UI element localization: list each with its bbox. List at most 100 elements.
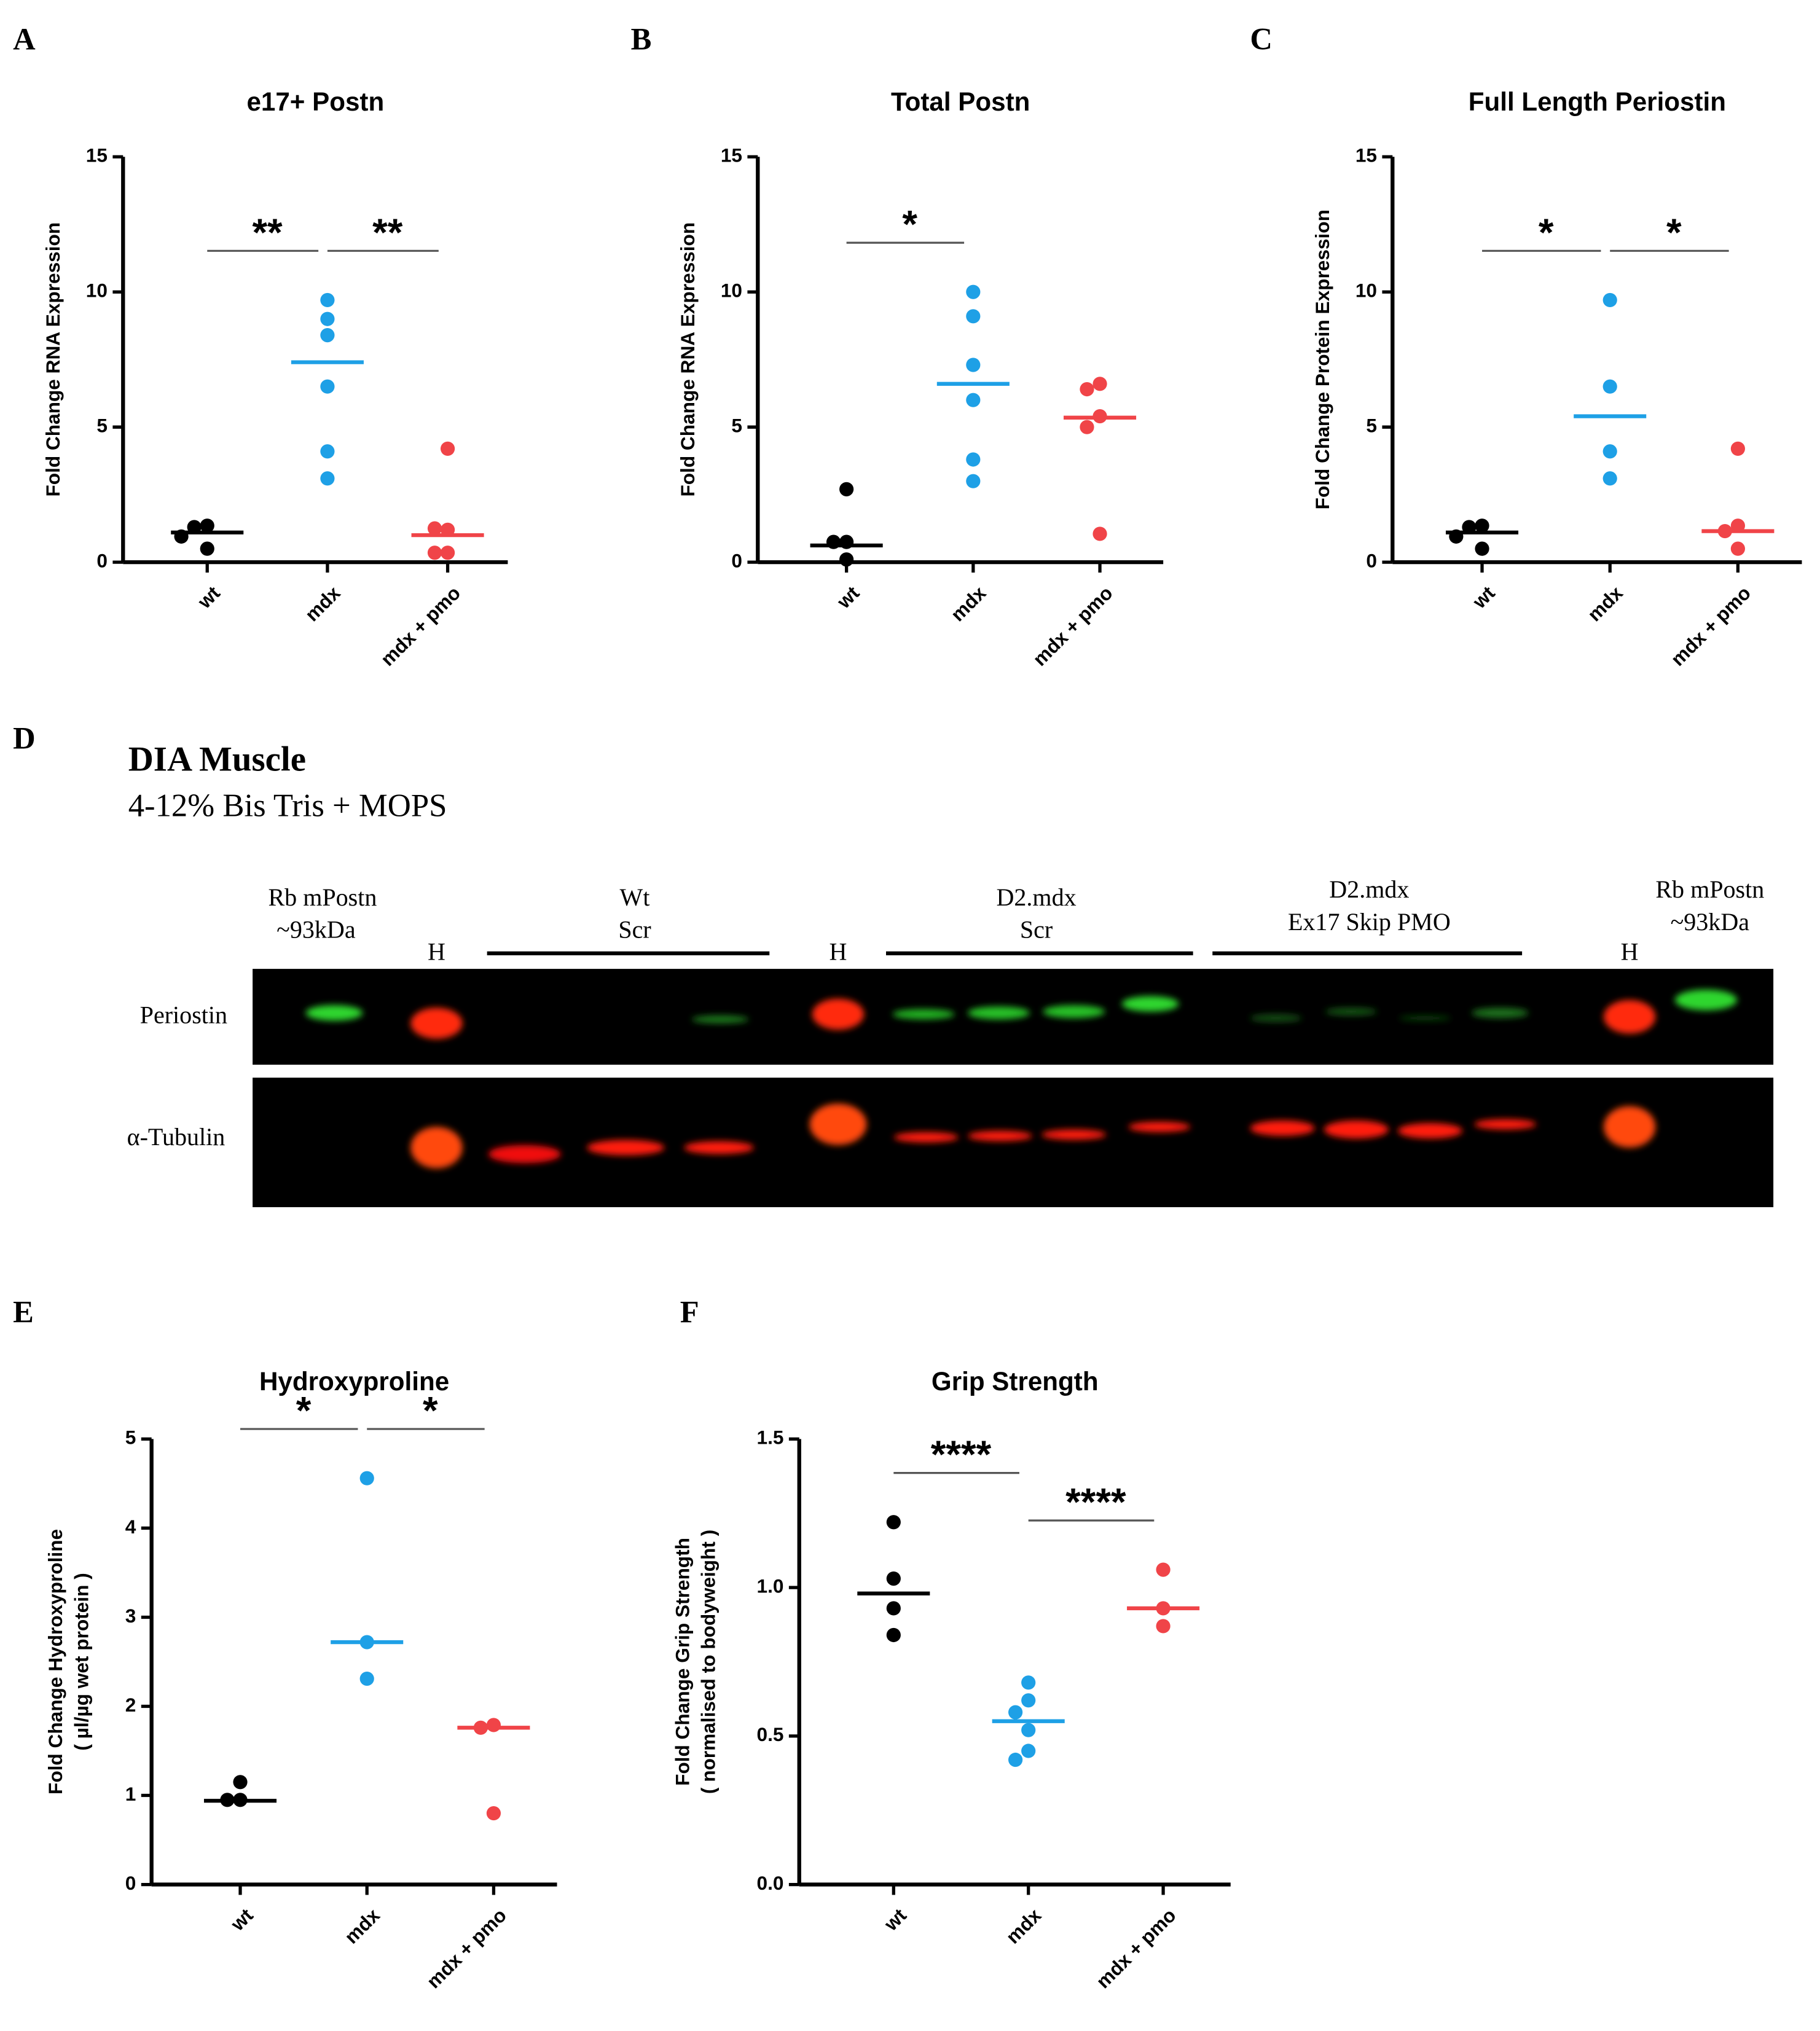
data-point <box>966 393 981 407</box>
lane-label: Wt <box>620 883 650 911</box>
y-tick-label: 15 <box>721 144 742 166</box>
y-axis-label: Fold Change Protein Expression <box>1311 209 1333 509</box>
y-tick-label: 0 <box>125 1872 136 1894</box>
significance-label: * <box>1539 211 1554 254</box>
data-point <box>886 1627 901 1643</box>
panel-letter: E <box>13 1295 34 1329</box>
x-tick-label: wt <box>832 582 863 613</box>
significance-label: **** <box>931 1433 992 1476</box>
x-tick-label: mdx <box>340 1904 385 1948</box>
data-point <box>320 311 335 326</box>
x-tick-label: wt <box>226 1904 257 1935</box>
y-tick-label: 10 <box>86 280 108 302</box>
data-point <box>1021 1675 1036 1690</box>
data-point <box>233 1775 248 1790</box>
data-point <box>886 1515 901 1530</box>
data-point <box>1602 471 1617 486</box>
lane-label: H <box>428 937 445 965</box>
x-tick-label: mdx <box>1583 582 1628 626</box>
data-point <box>1080 420 1094 434</box>
blot-panel: D DIA Muscle 4-12% Bis Tris + MOPS Rb mP… <box>13 721 1774 1208</box>
data-point <box>320 471 335 486</box>
data-point <box>1156 1562 1171 1577</box>
significance-label: ** <box>252 211 283 254</box>
x-tick-label: mdx <box>1002 1904 1046 1948</box>
data-point <box>966 452 981 467</box>
data-point <box>1156 1619 1171 1634</box>
y-axis-label: Fold Change RNA Expression <box>677 222 699 497</box>
data-point <box>966 474 981 488</box>
y-tick-label: 0.5 <box>756 1723 783 1745</box>
y-tick-label: 0 <box>731 549 742 571</box>
data-point <box>359 1471 374 1485</box>
y-tick-label: 1 <box>125 1783 136 1805</box>
lane-label: ~93kDa <box>1671 908 1750 936</box>
significance-label: * <box>902 203 917 246</box>
chart-panel: E Hydroxyproline Fold Change Hydroxyprolin… <box>13 1295 557 1992</box>
data-point <box>1602 292 1617 308</box>
blot-subtitle: 4-12% Bis Tris + MOPS <box>128 788 447 823</box>
y-tick-label: 3 <box>125 1605 136 1627</box>
chart-title: Total Postn <box>891 87 1030 116</box>
panel-letter: F <box>680 1295 699 1329</box>
data-point <box>966 309 981 324</box>
lane-label: Ex17 Skip PMO <box>1288 908 1451 936</box>
chart-panel: B Total Postn Fold Change RNA Expression 0 5… <box>631 22 1164 670</box>
y-tick-label: 10 <box>721 280 742 302</box>
data-point <box>1602 379 1617 394</box>
chart-title: e17+ Postn <box>246 87 384 116</box>
y-tick-label: 1.0 <box>756 1575 783 1597</box>
data-point <box>839 482 854 496</box>
y-tick-label: 5 <box>125 1426 136 1449</box>
data-point <box>1092 377 1107 391</box>
data-point <box>1475 519 1489 533</box>
significance-label: ** <box>372 211 403 254</box>
chart-title: Hydroxyproline <box>259 1367 449 1396</box>
data-point <box>440 546 455 560</box>
panel-letter: C <box>1250 22 1273 56</box>
data-point <box>966 358 981 372</box>
data-point <box>320 328 335 343</box>
data-point <box>1008 1752 1023 1767</box>
lane-label: H <box>1621 937 1639 965</box>
chart-title: Full Length Periostin <box>1469 87 1726 116</box>
significance-label: * <box>1666 211 1682 254</box>
y-tick-label: 2 <box>125 1694 136 1716</box>
y-axis-label: Fold Change RNA Expression <box>42 222 64 497</box>
data-point <box>886 1571 901 1586</box>
y-tick-label: 5 <box>731 415 742 437</box>
data-point <box>1080 382 1094 397</box>
data-point <box>440 441 455 456</box>
lane-label: D2.mdx <box>996 883 1076 911</box>
y-axis-label: Fold Change Grip Strength <box>671 1538 693 1786</box>
significance-label: * <box>296 1390 312 1433</box>
lane-labels: Rb mPostn ~93kDa H Wt Scr H D2.mdx Scr D… <box>268 875 1764 965</box>
lane-label: H <box>830 937 847 965</box>
significance-label: * <box>423 1390 438 1433</box>
chart-panel: C Full Length Periostin Fold Change Protei… <box>1250 22 1802 670</box>
lane-label: D2.mdx <box>1329 875 1409 903</box>
significance-label: **** <box>1065 1481 1126 1524</box>
data-point <box>886 1601 901 1616</box>
blot-strip <box>253 1078 1774 1208</box>
lane-label: Rb mPostn <box>1655 875 1764 903</box>
chart-title: Grip Strength <box>932 1367 1099 1396</box>
data-point <box>1021 1743 1036 1758</box>
blot-title: DIA Muscle <box>128 740 306 779</box>
x-tick-label: mdx + pmo <box>1666 582 1755 670</box>
row-label: Periostin <box>140 1001 227 1029</box>
y-tick-label: 4 <box>125 1516 136 1538</box>
data-point <box>839 552 854 567</box>
y-tick-label: 5 <box>96 415 108 437</box>
y-tick-label: 0.0 <box>756 1872 783 1894</box>
data-point <box>427 521 442 536</box>
y-tick-label: 0 <box>96 549 108 571</box>
data-point <box>200 541 214 556</box>
x-tick-label: wt <box>879 1904 911 1935</box>
data-point <box>486 1718 501 1732</box>
x-tick-label: mdx + pmo <box>422 1904 511 1992</box>
data-point <box>1730 441 1745 456</box>
x-tick-label: mdx + pmo <box>1092 1904 1180 1992</box>
